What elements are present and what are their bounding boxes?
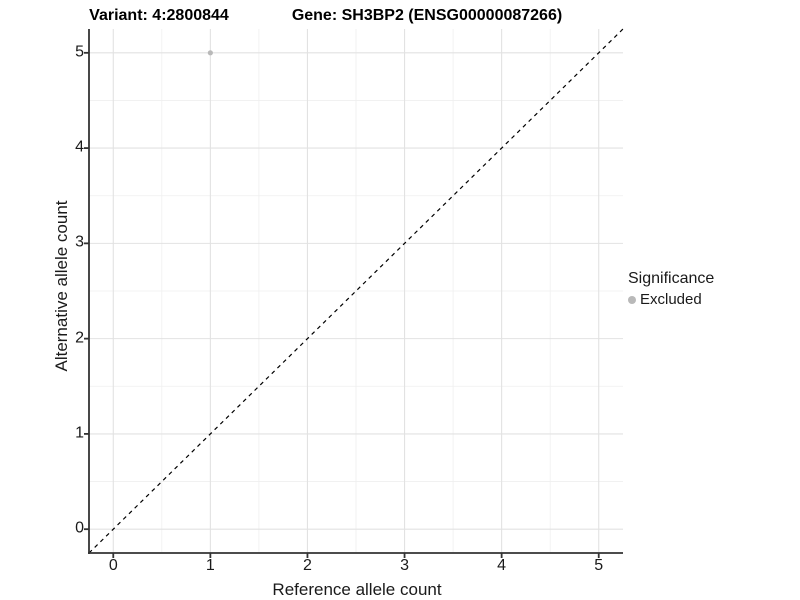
x-tick-label: 0	[108, 557, 118, 574]
excluded-point-icon	[628, 295, 636, 304]
legend-item-label: Excluded	[640, 291, 702, 308]
x-tick-label: 4	[497, 557, 507, 574]
y-tick-label: 4	[75, 138, 84, 156]
legend-title: Significance	[628, 270, 715, 287]
x-axis-title: Reference allele count	[272, 580, 442, 599]
data-point-excluded	[207, 50, 213, 56]
y-tick-label: 5	[75, 43, 84, 61]
x-tick-label: 1	[205, 557, 215, 574]
x-tick-label: 5	[594, 557, 604, 574]
y-tick-label: 0	[75, 519, 84, 537]
x-tick-label: 2	[303, 557, 312, 574]
legend-item-excluded: Excluded	[628, 291, 714, 308]
variant-title: Variant: 4:2800844	[89, 7, 229, 24]
gene-title: Gene: SH3BP2 (ENSG00000087266)	[291, 7, 563, 24]
x-tick-label: 3	[400, 557, 409, 574]
y-tick-label: 1	[75, 424, 84, 442]
y-tick-label: 3	[75, 233, 84, 251]
y-tick-label: 2	[75, 329, 84, 347]
legend: Significance Excluded	[628, 270, 714, 308]
